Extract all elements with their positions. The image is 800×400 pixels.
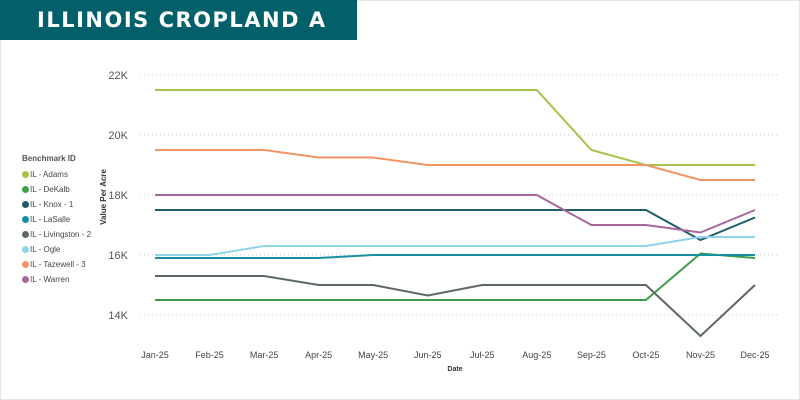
series-line [155, 89, 755, 166]
legend-dot-icon [22, 261, 29, 268]
y-tick-label: 20K [108, 130, 128, 142]
legend-label: IL - Tazewell - 3 [30, 260, 86, 269]
legend-dot-icon [22, 231, 29, 238]
x-axis-label: Date [447, 366, 462, 373]
legend-dot-icon [22, 186, 29, 193]
legend-dot-icon [22, 201, 29, 208]
legend-item[interactable]: IL - Warren [22, 272, 91, 287]
x-tick-label: Mar-25 [250, 350, 279, 360]
legend-label: IL - Adams [30, 170, 68, 179]
legend: Benchmark ID IL - Adams IL - DeKalb IL - K… [22, 154, 91, 287]
x-tick-label: Aug-25 [522, 350, 551, 360]
series-line [155, 275, 756, 338]
x-tick-label: Jul-25 [470, 350, 495, 360]
series-line [155, 236, 755, 256]
y-tick-label: 22K [108, 70, 128, 82]
legend-item[interactable]: IL - Ogle [22, 242, 91, 257]
x-tick-label: Dec-25 [740, 350, 769, 360]
y-axis-label: Value Per Acre [99, 169, 108, 225]
series-line [155, 209, 756, 242]
legend-item[interactable]: IL - Adams [22, 167, 91, 182]
page-title: ILLINOIS CROPLAND A [0, 0, 357, 40]
x-tick-label: Sep-25 [577, 350, 606, 360]
legend-item[interactable]: IL - Tazewell - 3 [22, 257, 91, 272]
legend-label: IL - Livingston - 2 [30, 230, 92, 239]
legend-dot-icon [22, 216, 29, 223]
x-tick-label: May-25 [358, 350, 388, 360]
series-line [155, 254, 755, 259]
legend-item[interactable]: IL - Livingston - 2 [22, 227, 91, 242]
series-line [155, 149, 755, 181]
legend-item[interactable]: IL - Knox - 1 [22, 197, 91, 212]
y-tick-label: 14K [108, 310, 128, 322]
x-tick-label: Feb-25 [195, 350, 224, 360]
x-tick-label: Nov-25 [686, 350, 715, 360]
legend-label: IL - Knox - 1 [30, 200, 74, 209]
y-tick-label: 18K [108, 190, 128, 202]
legend-item[interactable]: IL - LaSalle [22, 212, 91, 227]
legend-item[interactable]: IL - DeKalb [22, 182, 91, 197]
series-line [155, 194, 756, 234]
legend-label: IL - Warren [30, 275, 70, 284]
x-tick-label: Jun-25 [414, 350, 442, 360]
legend-dot-icon [22, 276, 29, 283]
legend-title: Benchmark ID [22, 154, 76, 163]
y-tick-label: 16K [108, 250, 128, 262]
x-tick-label: Oct-25 [632, 350, 659, 360]
legend-label: IL - Ogle [30, 245, 61, 254]
legend-label: IL - LaSalle [30, 215, 71, 224]
legend-label: IL - DeKalb [30, 185, 70, 194]
x-tick-label: Apr-25 [305, 350, 332, 360]
x-tick-label: Jan-25 [141, 350, 169, 360]
legend-dot-icon [22, 246, 29, 253]
legend-dot-icon [22, 171, 29, 178]
